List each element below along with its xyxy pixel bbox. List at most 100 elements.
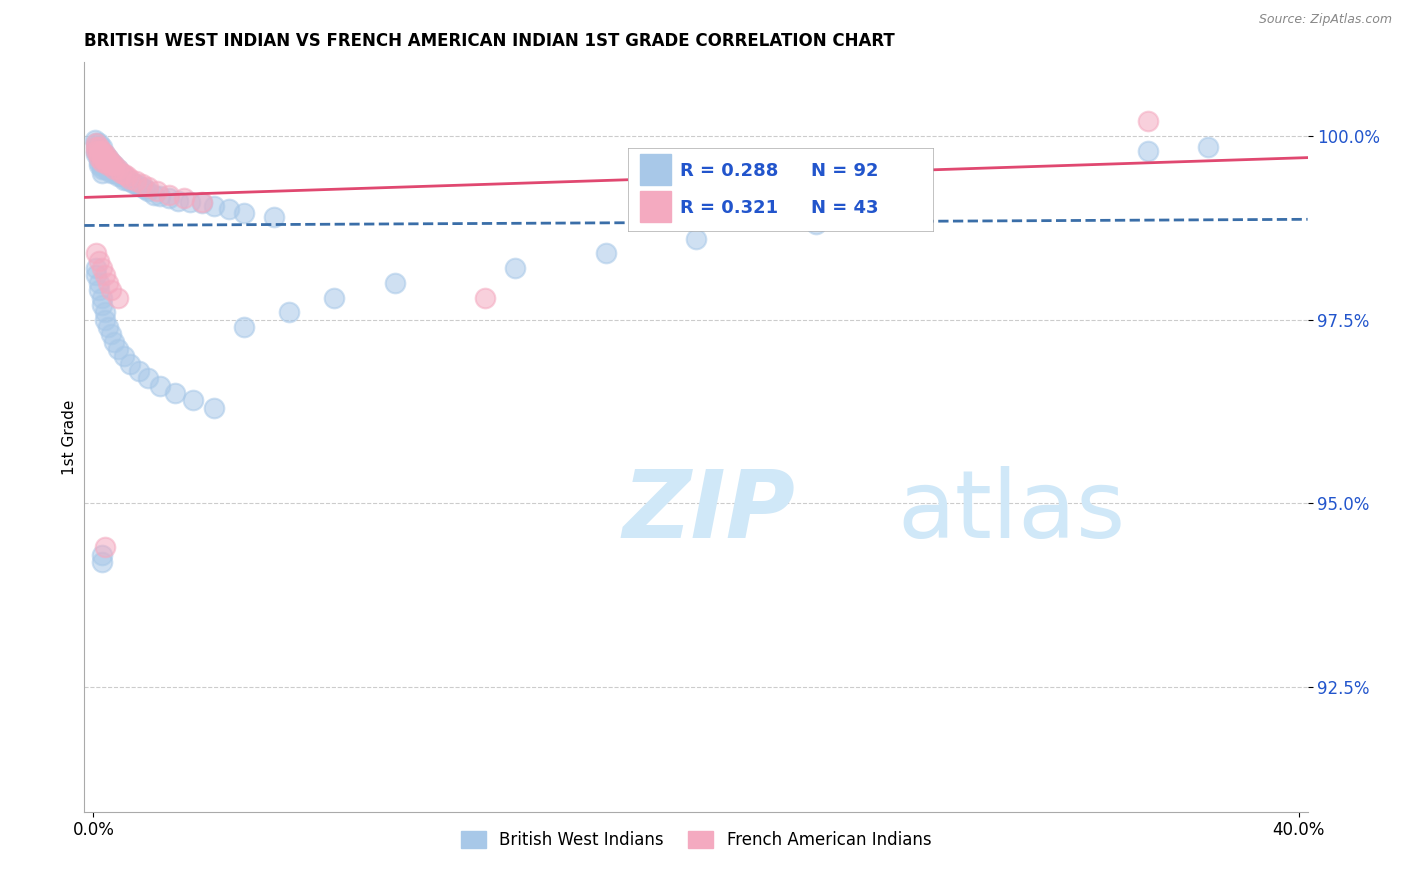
- Point: [166, 194, 188, 208]
- Point: [145, 184, 167, 198]
- Bar: [640, 191, 671, 222]
- Point: [110, 166, 132, 180]
- Point: [1136, 114, 1159, 128]
- Point: [100, 154, 122, 169]
- Point: [191, 196, 214, 211]
- Point: [91, 151, 114, 165]
- Point: [100, 283, 122, 297]
- Point: [91, 158, 114, 172]
- Point: [1197, 140, 1219, 154]
- Point: [100, 327, 122, 342]
- Point: [103, 166, 125, 180]
- Point: [128, 178, 150, 193]
- Point: [86, 261, 108, 276]
- Point: [103, 158, 125, 172]
- Point: [89, 140, 111, 154]
- Text: N = 43: N = 43: [811, 199, 879, 217]
- Point: [86, 136, 108, 151]
- Point: [94, 312, 117, 326]
- Point: [94, 147, 117, 161]
- Point: [107, 342, 129, 356]
- Point: [118, 174, 141, 188]
- Point: [97, 151, 120, 165]
- Point: [595, 246, 617, 260]
- Point: [115, 169, 138, 184]
- Point: [89, 147, 111, 161]
- Point: [131, 180, 153, 194]
- Point: [91, 548, 114, 562]
- Point: [91, 154, 114, 169]
- Point: [89, 136, 111, 151]
- Point: [136, 180, 159, 194]
- Point: [100, 166, 122, 180]
- Text: ZIP: ZIP: [623, 466, 796, 558]
- Point: [112, 167, 135, 181]
- Point: [121, 176, 143, 190]
- Point: [91, 298, 114, 312]
- Point: [263, 210, 285, 224]
- Point: [89, 147, 111, 161]
- Point: [685, 232, 707, 246]
- Point: [107, 169, 129, 184]
- Point: [103, 161, 125, 176]
- Point: [163, 386, 186, 401]
- Point: [323, 291, 346, 305]
- Point: [100, 158, 122, 172]
- Point: [86, 246, 108, 260]
- Point: [86, 268, 108, 283]
- Point: [112, 349, 135, 363]
- Point: [97, 151, 120, 165]
- Point: [100, 154, 122, 169]
- Point: [97, 276, 120, 290]
- Point: [115, 173, 138, 187]
- Point: [86, 144, 108, 158]
- Point: [91, 144, 114, 158]
- Point: [94, 541, 117, 555]
- Point: [142, 187, 165, 202]
- Point: [157, 187, 180, 202]
- Point: [91, 147, 114, 161]
- Point: [91, 140, 114, 154]
- Point: [97, 161, 120, 176]
- Point: [218, 202, 240, 217]
- Point: [233, 319, 256, 334]
- Point: [84, 132, 107, 146]
- Y-axis label: 1st Grade: 1st Grade: [62, 400, 77, 475]
- Point: [103, 158, 125, 172]
- Point: [89, 144, 111, 158]
- Text: R = 0.321: R = 0.321: [681, 199, 778, 217]
- Point: [100, 161, 122, 176]
- Point: [110, 169, 132, 184]
- Point: [86, 140, 108, 154]
- Point: [173, 191, 195, 205]
- Point: [91, 154, 114, 169]
- Point: [474, 291, 496, 305]
- Point: [112, 173, 135, 187]
- Point: [136, 184, 159, 198]
- Point: [124, 174, 146, 188]
- Point: [91, 161, 114, 176]
- Legend: British West Indians, French American Indians: British West Indians, French American In…: [454, 824, 938, 855]
- Point: [94, 161, 117, 176]
- Text: N = 92: N = 92: [811, 161, 879, 179]
- Text: Source: ZipAtlas.com: Source: ZipAtlas.com: [1258, 13, 1392, 27]
- Point: [157, 191, 180, 205]
- Point: [97, 158, 120, 172]
- Text: atlas: atlas: [898, 466, 1126, 558]
- Point: [202, 199, 225, 213]
- Point: [503, 261, 526, 276]
- Point: [97, 319, 120, 334]
- Point: [107, 166, 129, 180]
- Point: [149, 378, 172, 392]
- Point: [86, 136, 108, 151]
- Point: [89, 154, 111, 169]
- Point: [97, 158, 120, 172]
- Point: [97, 154, 120, 169]
- Point: [94, 158, 117, 172]
- Point: [134, 182, 156, 196]
- Point: [233, 206, 256, 220]
- Point: [86, 144, 108, 158]
- Point: [91, 555, 114, 569]
- Point: [110, 166, 132, 180]
- Point: [107, 291, 129, 305]
